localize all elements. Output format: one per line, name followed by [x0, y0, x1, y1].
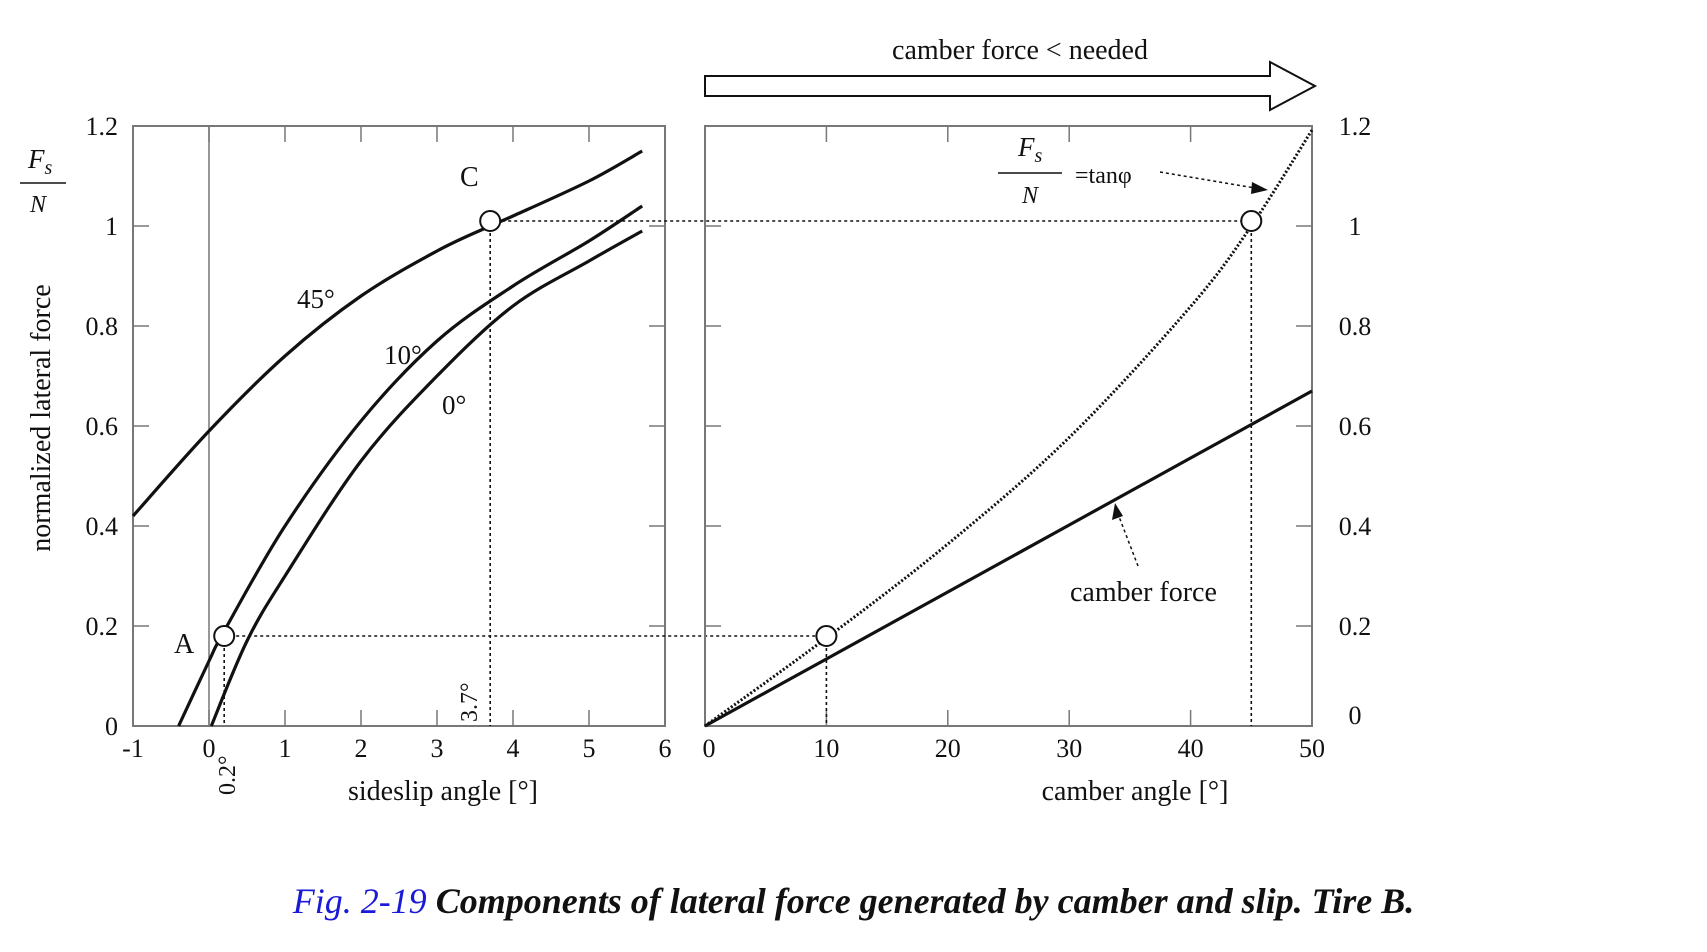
caption-text: Components of lateral force generated by… — [435, 881, 1415, 921]
camber-reference-lines — [825, 221, 1253, 726]
right-fraction-denominator: N — [1021, 183, 1040, 209]
camber-xtick-label: 10 — [813, 734, 839, 763]
left-ylabel-fraction: Fs N — [20, 144, 66, 218]
camber-ytick-label: 0 — [1349, 701, 1362, 730]
camber-force-pointer-line — [1117, 513, 1139, 567]
camber-ytick-label: 0.6 — [1339, 412, 1372, 441]
camber-ytick-label: 0.2 — [1339, 612, 1372, 641]
annotation-3-7-deg: 3.7° — [457, 682, 483, 722]
camber-points — [815, 210, 1263, 647]
sideslip-ytick-label: 0.4 — [86, 512, 119, 541]
series-label-0: 0° — [442, 390, 466, 420]
sideslip-x-axis-title: sideslip angle [°] — [348, 776, 538, 807]
tan-pointer-arrowhead — [1251, 182, 1268, 194]
sideslip-ytick-label: 0 — [105, 712, 118, 741]
sideslip-xtick-label: 0 — [203, 734, 216, 763]
tan-annotation: Fs N =tanφ — [998, 132, 1268, 209]
camber-xtick-label: 50 — [1299, 734, 1325, 763]
camber-chart: 0 10 20 30 40 50 0 0.2 0.4 0.6 0.8 1 1.2 camber angl… — [703, 112, 1372, 807]
sideslip-xtick-label: 3 — [431, 734, 444, 763]
figure-caption: Fig. 2-19 Components of lateral force ge… — [0, 880, 1707, 922]
sideslip-point-c — [479, 210, 502, 232]
sideslip-xtick-label: 2 — [355, 734, 368, 763]
annotation-0-2-deg: 0.2° — [215, 755, 241, 795]
camber-xtick-label: 30 — [1056, 734, 1082, 763]
camber-xtick-label: 0 — [703, 734, 716, 763]
sideslip-xtick-label: 1 — [279, 734, 292, 763]
tan-label: =tanφ — [1075, 163, 1132, 189]
point-label-a: A — [174, 629, 195, 660]
camber-force-label: camber force — [1070, 577, 1217, 608]
sideslip-series-line-1 — [177, 204, 644, 727]
sideslip-reference-lines — [223, 220, 1252, 726]
tan-pointer-line — [1159, 171, 1256, 189]
sideslip-points — [213, 210, 502, 647]
camber-ytick-label: 1 — [1349, 212, 1362, 241]
left-fraction-subscript: s — [45, 157, 53, 179]
camber-force-pointer-arrowhead — [1112, 503, 1123, 520]
svg-text:Fs: Fs — [27, 144, 53, 179]
sideslip-xtick-label: 4 — [507, 734, 520, 763]
camber-x-axis-title: camber angle [°] — [1042, 776, 1229, 807]
sideslip-xtick-label: 6 — [659, 734, 672, 763]
right-fraction-numerator: F — [1017, 132, 1035, 162]
right-fraction-subscript: s — [1035, 145, 1043, 167]
sideslip-ytick-label: 1 — [105, 212, 118, 241]
sideslip-ytick-label: 0.2 — [86, 612, 119, 641]
camber-ticks: 0 10 20 30 40 50 0 0.2 0.4 0.6 0.8 1 1.2 — [703, 112, 1372, 763]
camber-ytick-label: 1.2 — [1339, 112, 1372, 141]
camber-series-line-1 — [704, 389, 1313, 728]
left-fraction-denominator: N — [29, 192, 48, 218]
sideslip-series-line-2 — [209, 229, 643, 727]
camber-ytick-label: 0.4 — [1339, 512, 1372, 541]
camber-xtick-label: 20 — [935, 734, 961, 763]
series-label-10: 10° — [384, 340, 422, 370]
left-fraction-numerator: F — [27, 144, 45, 174]
camber-point-0 — [815, 625, 838, 647]
sideslip-ticks: -1 0 1 2 3 4 5 600.20.40.60.811.2 — [86, 112, 672, 763]
sideslip-ytick-label: 0.8 — [86, 312, 119, 341]
sideslip-xtick-label: 5 — [583, 734, 596, 763]
camber-xtick-label: 40 — [1178, 734, 1204, 763]
series-label-45: 45° — [297, 284, 335, 314]
sideslip-series — [131, 149, 644, 727]
sideslip-chart: -1 0 1 2 3 4 5 600.20.40.60.811.2 sideslip angl… — [20, 112, 1252, 807]
sideslip-xtick-label: -1 — [122, 734, 144, 763]
camber-force-needed-label: camber force < needed — [892, 35, 1148, 66]
camber-point-1 — [1240, 210, 1263, 232]
point-label-c: C — [460, 162, 479, 193]
sideslip-series-line-0 — [131, 149, 643, 518]
sideslip-y-axis-title: normalized lateral force — [26, 284, 57, 551]
camber-force-needed-arrow — [704, 60, 1318, 112]
figure-number: Fig. 2-19 — [292, 881, 427, 921]
camber-ytick-label: 0.8 — [1339, 312, 1372, 341]
sideslip-ytick-label: 1.2 — [86, 112, 119, 141]
sideslip-point-a — [213, 625, 236, 647]
sideslip-ytick-label: 0.6 — [86, 412, 119, 441]
svg-text:Fs: Fs — [1017, 132, 1043, 167]
